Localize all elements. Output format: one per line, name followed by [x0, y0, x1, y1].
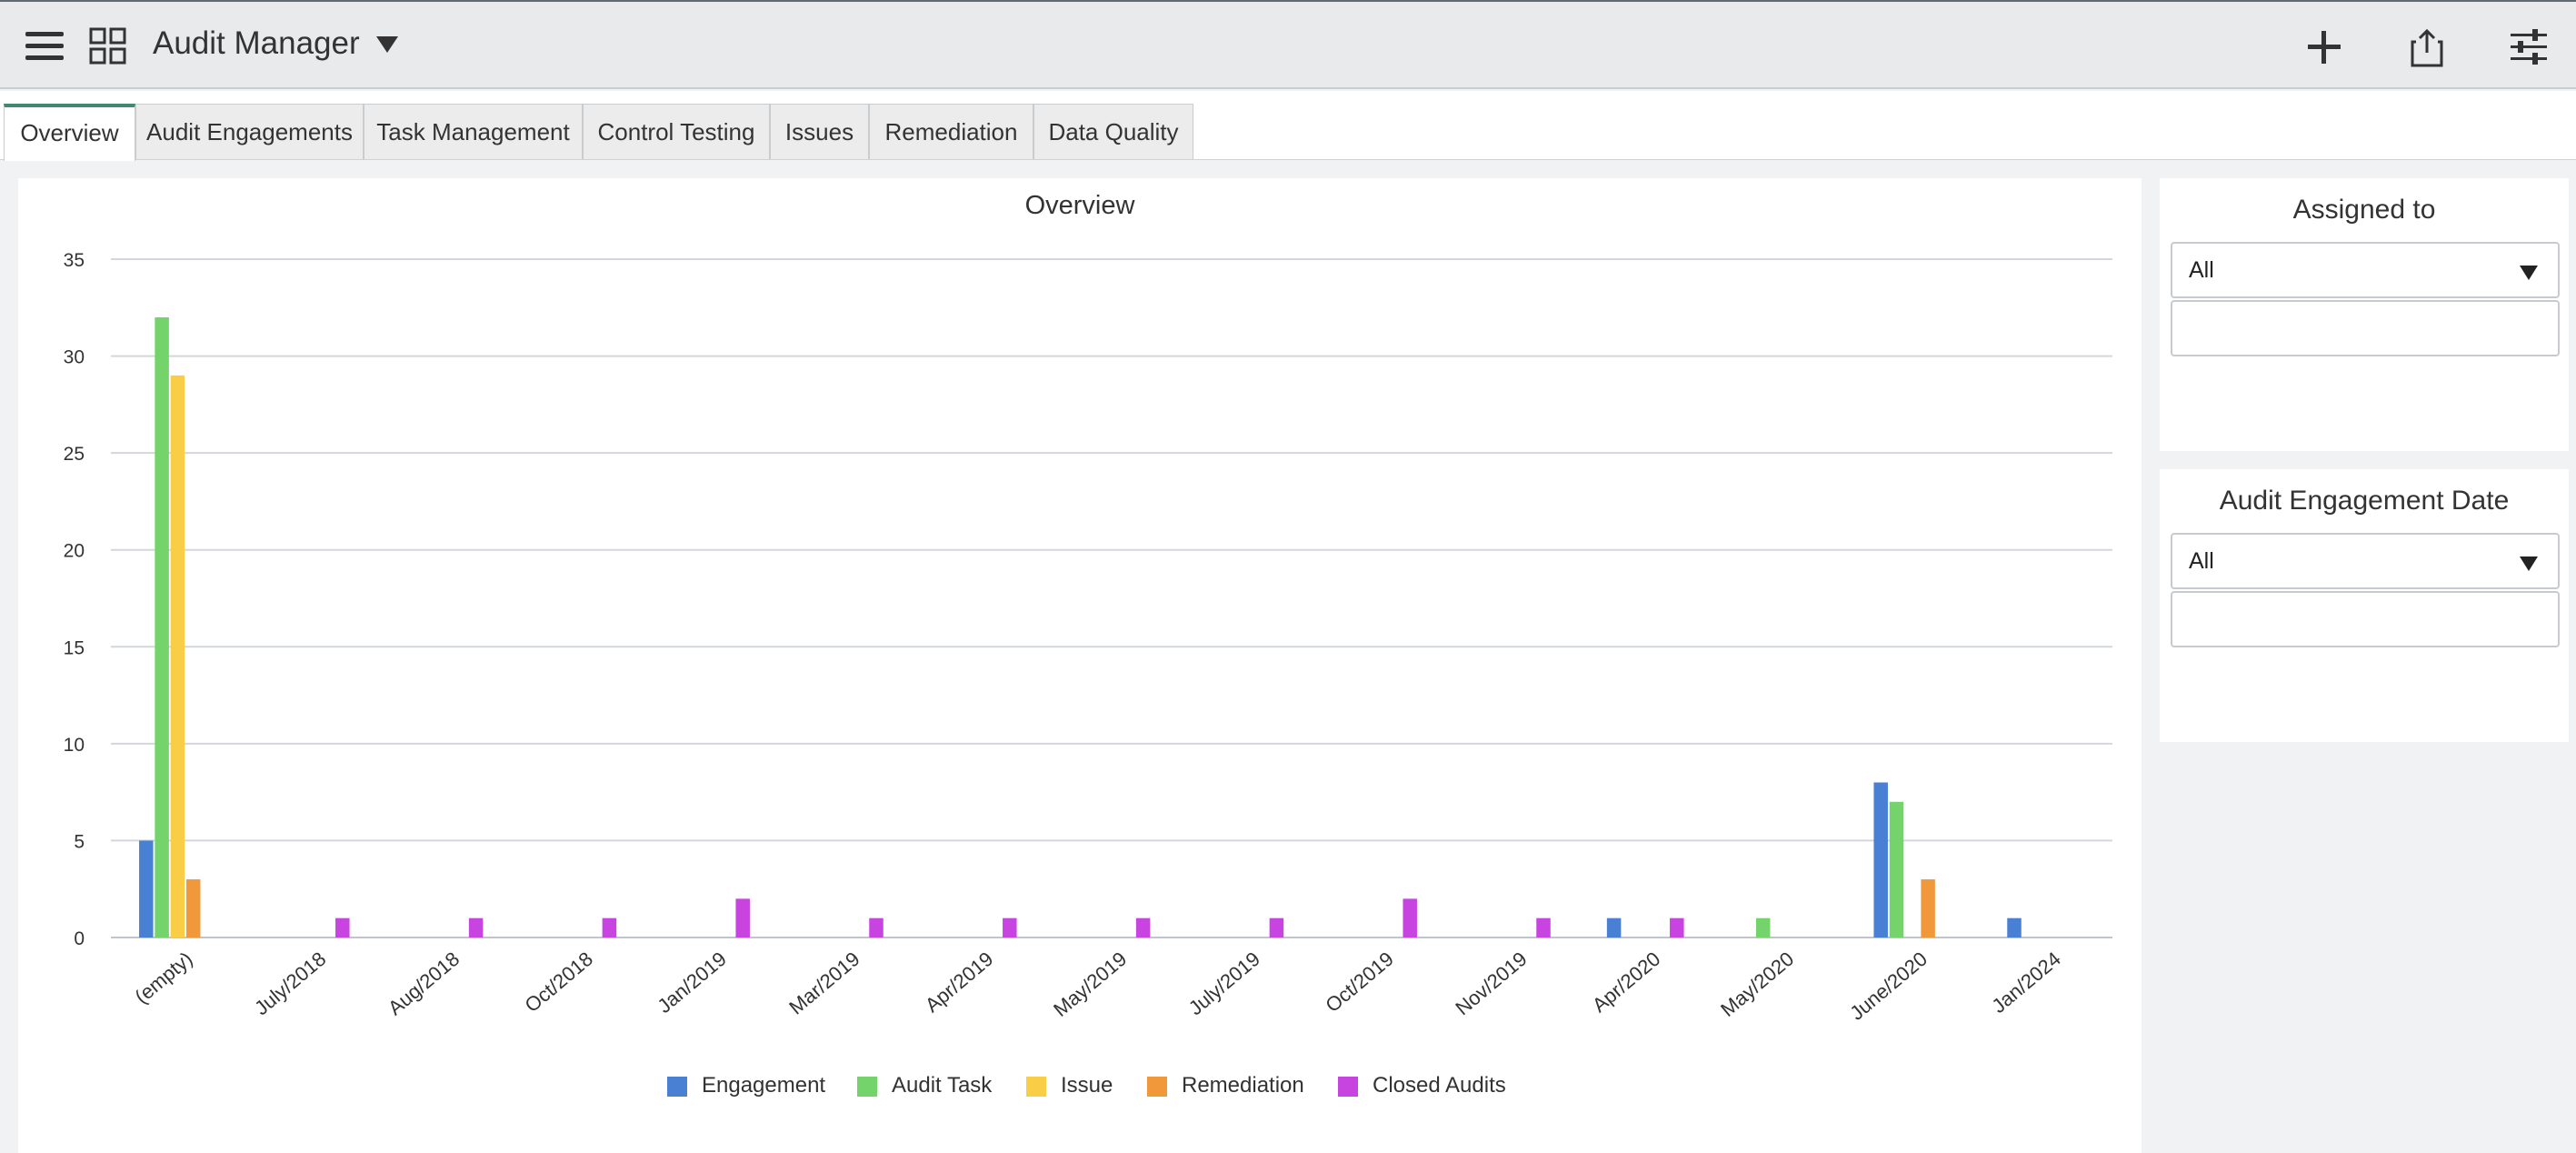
y-tick-label: 30: [64, 347, 85, 368]
x-tick-label: Oct/2018: [521, 947, 597, 1018]
x-tick-label: July/2018: [250, 947, 330, 1020]
x-tick-label: May/2020: [1716, 947, 1798, 1021]
bar: [602, 917, 617, 937]
bar: [185, 879, 201, 937]
x-tick-label: Apr/2019: [921, 947, 997, 1018]
tab-task-management[interactable]: Task Management: [364, 104, 583, 159]
legend-label: Remediation: [1182, 1073, 1304, 1098]
legend-swatch: [1026, 1077, 1046, 1097]
y-tick-label: 10: [64, 735, 85, 756]
chevron-down-icon: [2520, 556, 2538, 571]
add-icon[interactable]: [2306, 29, 2342, 65]
bar: [139, 840, 154, 937]
engagement-date-title: Audit Engagement Date: [2219, 486, 2510, 516]
y-tick-label: 15: [64, 637, 85, 658]
assigned-to-selected-value: All: [2189, 257, 2214, 283]
bar: [1403, 898, 1417, 937]
y-tick-label: 0: [74, 928, 85, 949]
legend-label: Closed Audits: [1373, 1073, 1506, 1098]
x-tick-label: Jan/2019: [653, 947, 730, 1018]
legend-label: Audit Task: [892, 1073, 993, 1098]
bar: [1003, 917, 1017, 937]
bar: [1135, 917, 1151, 937]
bar: [1921, 879, 1935, 937]
x-tick-label: Apr/2020: [1588, 947, 1664, 1018]
app-title: Audit Manager: [153, 25, 360, 61]
x-tick-label: Nov/2019: [1451, 947, 1531, 1020]
bar: [1606, 917, 1622, 937]
chevron-down-icon: [2520, 266, 2538, 280]
tab-control-testing[interactable]: Control Testing: [583, 104, 770, 159]
legend-label: Engagement: [702, 1073, 826, 1098]
dashboard-grid-icon[interactable]: [89, 27, 127, 65]
y-tick-label: 25: [64, 444, 85, 465]
engagement-date-select[interactable]: All: [2171, 533, 2560, 589]
app-header: Audit Manager: [0, 0, 2576, 89]
legend-label: Issue: [1061, 1073, 1113, 1098]
y-tick-label: 20: [64, 541, 85, 562]
bar: [170, 375, 185, 937]
bar: [869, 917, 884, 937]
tab-bar: Overview Audit Engagements Task Manageme…: [0, 91, 2576, 161]
dropdown-caret-icon[interactable]: [376, 36, 398, 53]
tab-audit-engagements[interactable]: Audit Engagements: [135, 104, 364, 159]
bar: [2007, 917, 2022, 937]
x-tick-label: June/2020: [1845, 947, 1932, 1025]
bar: [155, 316, 169, 937]
x-tick-label: Aug/2018: [384, 947, 464, 1020]
x-tick-label: July/2019: [1184, 947, 1264, 1020]
overview-chart-panel: [18, 178, 2142, 1153]
menu-icon[interactable]: [25, 30, 65, 63]
legend-swatch: [1338, 1077, 1358, 1097]
tab-remediation[interactable]: Remediation: [869, 104, 1033, 159]
y-tick-label: 5: [74, 831, 85, 852]
engagement-date-filter-panel: Audit Engagement Date All: [2160, 469, 2569, 742]
bar: [735, 898, 750, 937]
filter-settings-icon[interactable]: [2509, 27, 2549, 67]
engagement-date-selected-value: All: [2189, 548, 2214, 574]
y-tick-label: 35: [64, 250, 85, 271]
legend-swatch: [667, 1077, 687, 1097]
assigned-to-filter-panel: Assigned to All: [2160, 178, 2569, 451]
assigned-to-input[interactable]: [2171, 300, 2560, 356]
bar: [1670, 917, 1684, 937]
x-tick-label: Mar/2019: [784, 947, 864, 1019]
tab-issues[interactable]: Issues: [770, 104, 869, 159]
x-tick-label: Oct/2019: [1321, 947, 1397, 1018]
tab-overview[interactable]: Overview: [4, 104, 135, 161]
bar: [1536, 917, 1551, 937]
assigned-to-select[interactable]: All: [2171, 242, 2560, 298]
x-tick-label: (empty): [130, 947, 196, 1008]
chart-title: Overview: [1024, 191, 1135, 220]
x-tick-label: Jan/2024: [1987, 947, 2064, 1018]
bar: [1755, 917, 1771, 937]
bar: [468, 917, 484, 937]
x-tick-label: May/2019: [1049, 947, 1131, 1021]
engagement-date-input[interactable]: [2171, 591, 2560, 647]
bar: [1889, 801, 1904, 937]
legend-swatch: [857, 1077, 877, 1097]
bar: [1269, 917, 1284, 937]
tab-data-quality[interactable]: Data Quality: [1033, 104, 1193, 159]
bar: [335, 917, 350, 937]
legend-swatch: [1147, 1077, 1167, 1097]
share-icon[interactable]: [2411, 27, 2443, 67]
assigned-to-title: Assigned to: [2292, 195, 2436, 225]
bar: [1873, 782, 1888, 937]
